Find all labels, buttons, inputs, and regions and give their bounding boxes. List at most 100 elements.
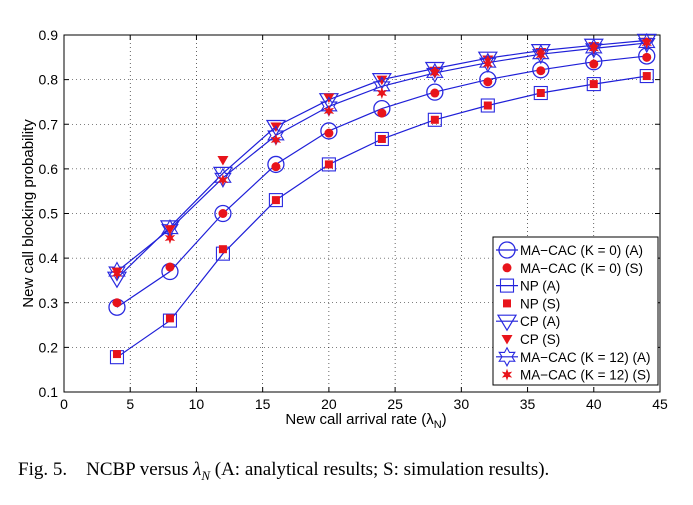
data-point-ma-cac-k-0-a — [426, 83, 444, 101]
data-point-ma-cac-k-12-s — [376, 87, 388, 100]
data-point-np-a — [268, 193, 283, 208]
y-axis-label: New call blocking probability — [20, 119, 37, 308]
y-tick-label: 0.9 — [39, 27, 59, 43]
legend-label: NP (S) — [520, 296, 560, 311]
series-points-ma-cac-k-0-s — [112, 52, 652, 308]
legend-item: MA−CAC (K = 12) (A) — [496, 346, 651, 367]
data-point-cp-s — [164, 225, 176, 235]
legend-marker — [501, 368, 513, 381]
caption-subscript: N — [201, 467, 210, 483]
data-point-np-a — [586, 77, 601, 92]
legend-item: CP (A) — [496, 314, 560, 332]
data-point-cp-a — [424, 61, 445, 79]
data-point-np-s — [483, 101, 492, 110]
axis-ticks: 0 5 10 15 20 25 30 35 40 45 0.1 0.2 0.3 0.4 0.5 0.6 0.7 0… — [39, 27, 668, 412]
data-point-ma-cac-k-12-s — [270, 133, 282, 146]
legend-label: MA−CAC (K = 12) (S) — [520, 368, 651, 383]
legend-item: MA−CAC (K = 12) (S) — [501, 368, 651, 383]
data-point-np-s — [589, 80, 598, 89]
data-point-ma-cac-k-12-s — [217, 174, 229, 187]
data-point-ma-cac-k-0-s — [271, 162, 281, 172]
legend-marker — [498, 346, 516, 367]
data-point-ma-cac-k-12-s — [535, 49, 546, 62]
series-markers — [106, 32, 657, 365]
data-point-ma-cac-k-12-s — [164, 232, 176, 245]
data-point-ma-cac-k-12-a — [637, 32, 656, 54]
data-point-np-s — [430, 115, 439, 124]
data-point-ma-cac-k-12-a — [108, 261, 126, 282]
line-chart: 0 5 10 15 20 25 30 35 40 45 0.1 0.2 0.3 0.4 0.5 0.6 0.7 0… — [20, 27, 668, 431]
data-point-cp-a — [371, 73, 392, 90]
legend: MA−CAC (K = 0) (A) MA−CAC (K = 0) (S) NP (… — [492, 236, 659, 386]
data-point-np-s — [218, 245, 227, 254]
data-point-ma-cac-k-12-a — [214, 167, 232, 188]
data-point-ma-cac-k-12-a — [426, 62, 444, 84]
legend-item: MA−CAC (K = 0) (A) — [496, 241, 643, 259]
series-line-ma-cac-k-12-a — [116, 42, 647, 272]
data-point-ma-cac-k-0-s — [324, 128, 334, 138]
data-point-cp-a — [265, 119, 286, 137]
x-tick-label: 25 — [387, 396, 403, 412]
x-tick-label: 35 — [520, 396, 536, 412]
data-point-np-s — [377, 134, 386, 143]
legend-box — [492, 236, 659, 386]
legend-marker — [501, 335, 513, 345]
caption-fig-label: Fig. 5. — [18, 459, 68, 480]
data-point-ma-cac-k-0-a — [214, 204, 232, 223]
data-point-ma-cac-k-12-s — [482, 58, 494, 71]
y-tick-label: 0.6 — [39, 161, 59, 177]
series-points-cp-a — [106, 33, 657, 289]
data-point-ma-cac-k-12-s — [429, 66, 441, 79]
data-point-ma-cac-k-12-a — [532, 44, 550, 65]
data-point-np-s — [324, 160, 333, 169]
data-point-ma-cac-k-0-s — [589, 59, 599, 69]
data-point-cp-a — [212, 166, 233, 184]
y-tick-label: 0.3 — [39, 295, 59, 311]
data-point-ma-cac-k-0-a — [320, 122, 338, 140]
y-tick-label: 0.1 — [39, 384, 59, 400]
data-point-cp-s — [217, 155, 229, 166]
data-point-ma-cac-k-0-s — [430, 88, 440, 98]
figure-caption: Fig. 5. NCBP versus λN (A: analytical re… — [18, 459, 678, 484]
data-point-ma-cac-k-12-s — [111, 267, 123, 280]
data-point-np-a — [427, 112, 442, 127]
data-point-ma-cac-k-12-s — [323, 104, 335, 117]
x-axis-label: New call arrival rate (λN) — [285, 411, 446, 431]
y-tick-label: 0.2 — [39, 339, 59, 355]
legend-marker — [503, 299, 511, 308]
data-point-np-a — [321, 157, 336, 172]
legend-marker — [502, 263, 512, 273]
legend-marker — [498, 241, 516, 259]
x-tick-label: 20 — [321, 396, 337, 412]
x-tick-label: 10 — [189, 396, 205, 412]
data-point-ma-cac-k-0-a — [267, 155, 285, 174]
data-point-ma-cac-k-0-s — [112, 298, 122, 308]
data-point-cp-a — [477, 51, 498, 69]
data-point-cp-s — [376, 75, 388, 86]
x-tick-label: 45 — [652, 396, 668, 412]
caption-text-after: (A: analytical results; S: simulation re… — [210, 459, 550, 480]
caption-lambda: λ — [193, 459, 202, 480]
x-tick-label: 0 — [60, 396, 68, 412]
legend-item: MA−CAC (K = 0) (S) — [502, 261, 643, 276]
data-point-ma-cac-k-0-s — [377, 108, 387, 118]
data-point-np-a — [639, 69, 654, 84]
data-point-np-s — [642, 72, 651, 81]
data-point-ma-cac-k-0-s — [536, 66, 546, 76]
data-point-ma-cac-k-0-s — [483, 77, 493, 87]
legend-label: NP (A) — [520, 279, 560, 294]
data-point-np-s — [536, 89, 545, 98]
series-points-np-s — [112, 72, 651, 359]
legend-item: NP (A) — [496, 278, 560, 294]
legend-item: CP (S) — [501, 332, 560, 347]
x-tick-label: 30 — [454, 396, 470, 412]
data-point-np-s — [271, 196, 280, 205]
data-point-np-a — [162, 313, 178, 328]
series-points-ma-cac-k-12-s — [111, 37, 652, 280]
legend-label: MA−CAC (K = 0) (S) — [520, 261, 643, 276]
y-tick-label: 0.8 — [39, 72, 59, 88]
x-tick-label: 15 — [255, 396, 271, 412]
data-point-np-a — [480, 98, 495, 113]
legend-label: CP (A) — [520, 314, 560, 329]
data-point-ma-cac-k-12-a — [479, 52, 497, 73]
